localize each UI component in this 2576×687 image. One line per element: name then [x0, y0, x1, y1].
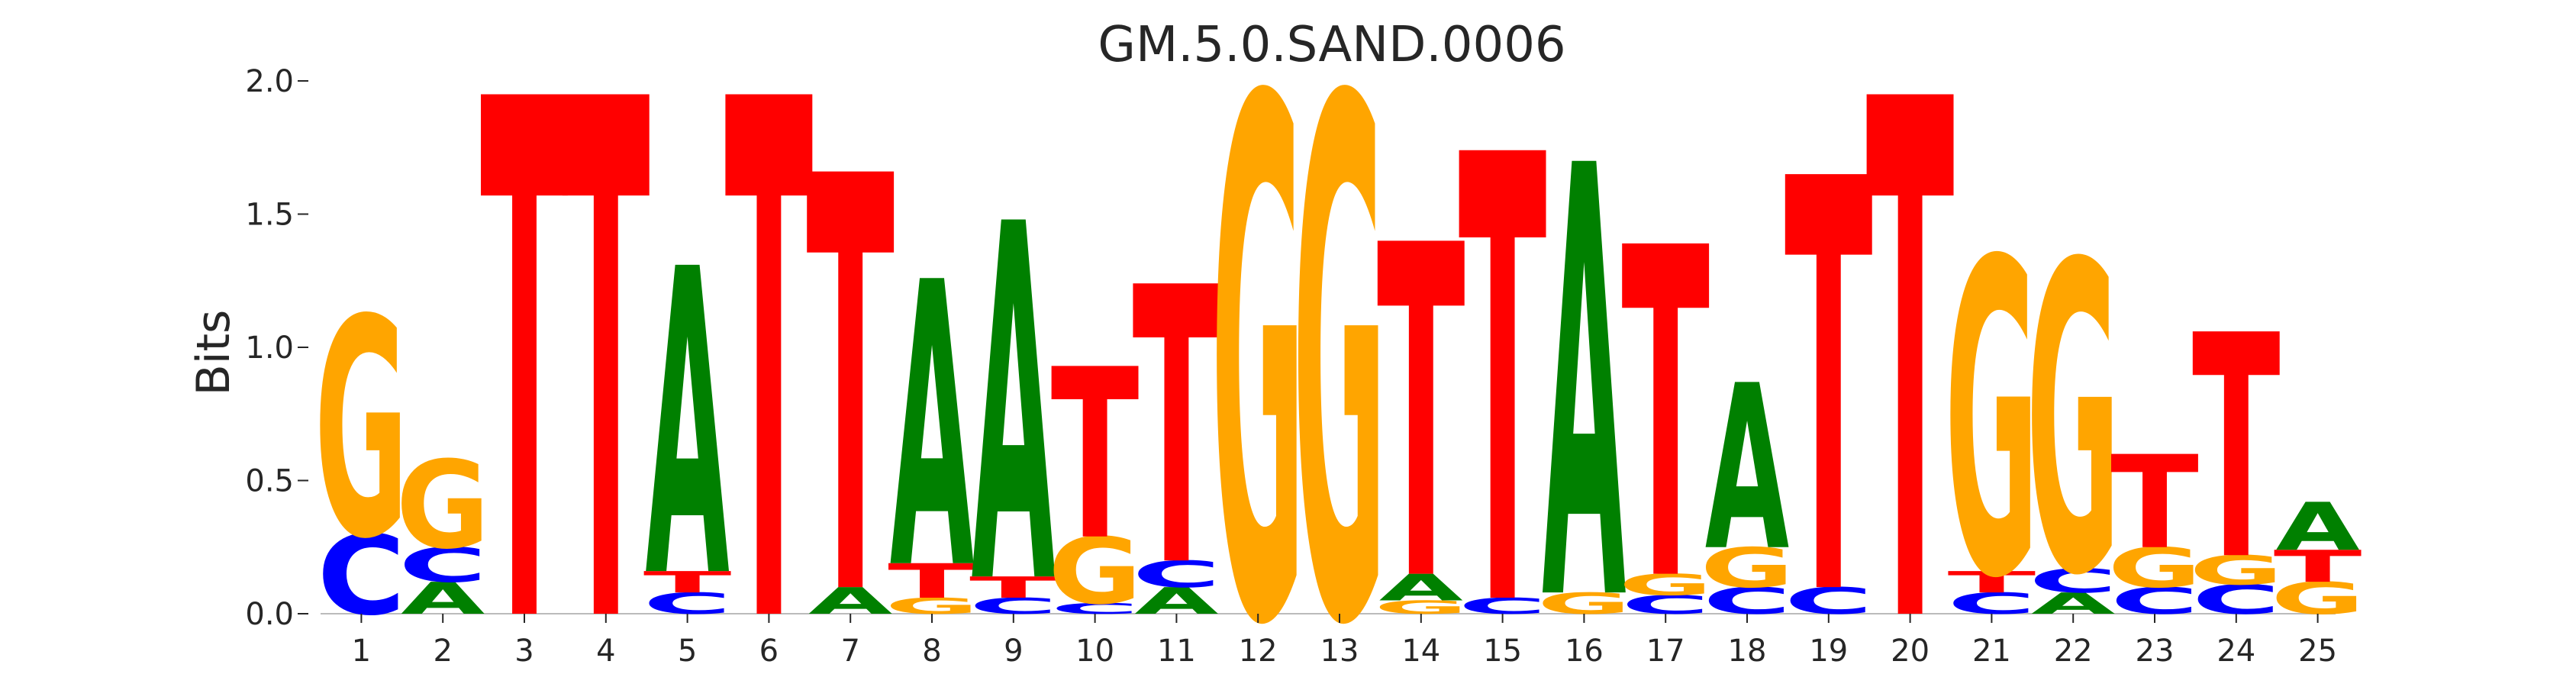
- x-tick-label: 3: [514, 634, 534, 669]
- y-tick-label: 1.0: [245, 331, 294, 366]
- logo-letter-G-pos-24: G: [2189, 547, 2283, 594]
- logo-letter-A-pos-18: A: [1705, 337, 1789, 601]
- x-tick-label: 23: [2136, 634, 2175, 669]
- x-tick-label: 1: [352, 634, 371, 669]
- logo-letter-G-pos-2: G: [396, 436, 490, 576]
- logo-letter-G-pos-22: G: [2026, 175, 2120, 669]
- logo-letter-A-pos-16: A: [1542, 44, 1627, 687]
- logo-letter-T-pos-5: T: [643, 566, 732, 600]
- x-tick-label: 12: [1239, 634, 1278, 669]
- logo-letter-A-pos-9: A: [972, 122, 1056, 687]
- y-tick-label: 0.0: [245, 597, 294, 632]
- x-tick-label: 10: [1075, 634, 1114, 669]
- y-tick-label: 0.5: [245, 464, 294, 499]
- y-axis: 0.0 0.5 1.0 1.5 2.0: [245, 64, 308, 632]
- y-axis-label: Bits: [187, 310, 240, 396]
- x-tick-label: 7: [840, 634, 859, 669]
- logo-letter-T-pos-9: T: [969, 571, 1058, 605]
- logo-letter-G-pos-17: G: [1619, 568, 1713, 602]
- x-tick-label: 25: [2298, 634, 2337, 669]
- x-tick-label: 19: [1809, 634, 1848, 669]
- logo-letter-T-pos-8: T: [888, 554, 976, 610]
- logo-letter-G-pos-10: G: [1048, 518, 1142, 624]
- logo-letter-T-pos-21: T: [1948, 566, 2036, 600]
- x-tick-label: 18: [1728, 634, 1767, 669]
- x-tick-label: 6: [759, 634, 779, 669]
- logo-letter-A-pos-8: A: [890, 200, 975, 656]
- x-tick-label: 2: [433, 634, 452, 669]
- y-tick-label: 1.5: [245, 198, 294, 233]
- x-tick-label: 21: [1972, 634, 2011, 669]
- x-tick-label: 13: [1320, 634, 1359, 669]
- x-axis: 1 2 3 4 5 6 7 8 9 10 11 12 13 14 15 16 17 18 19 20 21 22 23 24 2…: [352, 614, 2337, 669]
- x-tick-label: 14: [1401, 634, 1440, 669]
- logo-letter-C-pos-2: C: [398, 538, 487, 593]
- logo-letter-T-pos-23: T: [2110, 429, 2199, 578]
- logo-letters: CGACGTTCTATATGTACTACGTACTGGGATCTGACGTCGA…: [314, 0, 2365, 687]
- logo-letter-G-pos-23: G: [2107, 536, 2201, 600]
- logo-letter-A-pos-25: A: [2275, 489, 2359, 565]
- logo-letter-T-pos-7: T: [806, 57, 895, 687]
- x-tick-label: 4: [596, 634, 615, 669]
- x-tick-label: 15: [1483, 634, 1522, 669]
- logo-letter-A-pos-5: A: [645, 181, 730, 670]
- chart-title: GM.5.0.SAND.0006: [1098, 17, 1565, 73]
- logo-letter-T-pos-24: T: [2192, 271, 2281, 628]
- x-tick-label: 24: [2217, 634, 2255, 669]
- logo-letter-G-pos-21: G: [1945, 172, 2039, 673]
- logo-letter-G-pos-13: G: [1292, 0, 1386, 687]
- logo-letter-T-pos-25: T: [2274, 541, 2362, 592]
- logo-letter-T-pos-19: T: [1785, 61, 1874, 687]
- logo-letter-T-pos-17: T: [1621, 153, 1710, 681]
- logo-letter-T-pos-6: T: [725, 0, 814, 687]
- logo-letter-T-pos-10: T: [1051, 320, 1140, 592]
- logo-letter-T-pos-11: T: [1133, 208, 1222, 650]
- x-tick-label: 9: [1004, 634, 1023, 669]
- x-tick-label: 22: [2054, 634, 2093, 669]
- logo-letter-T-pos-14: T: [1377, 150, 1466, 682]
- logo-letter-G-pos-18: G: [1700, 536, 1794, 600]
- logo-letter-C-pos-11: C: [1132, 553, 1220, 596]
- x-tick-label: 16: [1565, 634, 1604, 669]
- x-tick-label: 20: [1891, 634, 1930, 669]
- logo-letter-A-pos-14: A: [1379, 566, 1463, 609]
- y-tick-label: 2.0: [245, 64, 294, 99]
- logo-letter-G-pos-12: G: [1211, 0, 1305, 687]
- logo-letter-G-pos-1: G: [314, 256, 408, 605]
- logo-letter-T-pos-15: T: [1459, 30, 1548, 687]
- logo-letter-C-pos-22: C: [2029, 562, 2117, 600]
- x-tick-label: 17: [1646, 634, 1685, 669]
- logo-letter-T-pos-20: T: [1866, 0, 1955, 687]
- x-tick-label: 11: [1157, 634, 1196, 669]
- logo-letter-T-pos-4: T: [562, 0, 651, 687]
- x-tick-label: 5: [678, 634, 697, 669]
- logo-letter-T-pos-3: T: [480, 0, 569, 687]
- logo-letter-C-pos-10: C: [1051, 600, 1140, 617]
- x-tick-label: 8: [922, 634, 941, 669]
